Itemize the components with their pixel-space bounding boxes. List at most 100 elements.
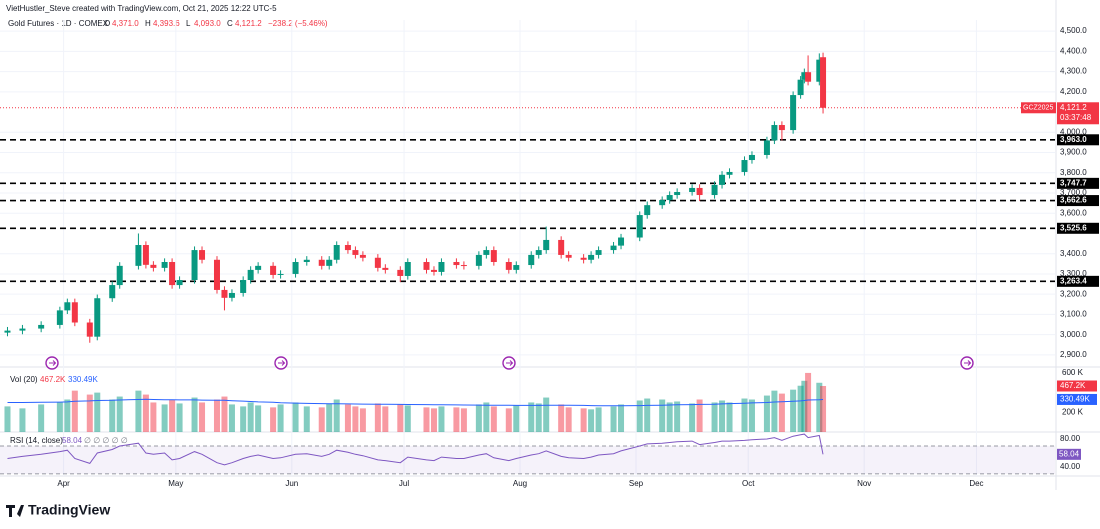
logo: TradingView bbox=[6, 502, 110, 518]
event-icon[interactable] bbox=[502, 356, 516, 370]
volume-ma-box bbox=[1057, 393, 1097, 405]
y-tick-label: 3,700.0 bbox=[1060, 188, 1087, 197]
volume-bar bbox=[689, 403, 696, 432]
rsi-tick-label: 40.00 bbox=[1060, 462, 1081, 471]
volume-last-axis: 467.2K bbox=[1060, 381, 1086, 390]
level-label-box bbox=[1057, 134, 1099, 146]
volume-bar bbox=[255, 405, 262, 432]
candle-body bbox=[191, 250, 198, 281]
candle-body bbox=[674, 191, 681, 196]
candle-body bbox=[595, 250, 602, 255]
price-label: 4,121.2 bbox=[1060, 103, 1087, 112]
candle-body bbox=[109, 285, 116, 299]
volume-ma-axis: 330.49K bbox=[1060, 395, 1090, 404]
volume-last-box bbox=[1057, 380, 1097, 392]
candle-body bbox=[333, 245, 340, 260]
volume-bar bbox=[805, 372, 812, 432]
candle-body bbox=[659, 200, 666, 206]
y-tick-label: 3,800.0 bbox=[1060, 168, 1087, 177]
level-label: 3,662.6 bbox=[1060, 196, 1087, 205]
candle-body bbox=[213, 259, 220, 290]
volume-bar bbox=[535, 403, 542, 432]
volume-bar bbox=[4, 406, 11, 432]
candle-body bbox=[580, 257, 587, 260]
candle-body bbox=[644, 205, 651, 216]
y-tick-label: 3,400.0 bbox=[1060, 249, 1087, 258]
x-tick-label: Jun bbox=[285, 479, 298, 488]
volume-bar bbox=[326, 403, 333, 432]
volume-bar bbox=[382, 406, 389, 432]
volume-bar bbox=[820, 385, 827, 432]
candle-body bbox=[135, 245, 142, 266]
candle-body bbox=[38, 324, 45, 329]
candle-body bbox=[636, 215, 643, 238]
candle-body bbox=[150, 264, 157, 268]
event-icon[interactable] bbox=[960, 356, 974, 370]
candle-body bbox=[748, 154, 755, 161]
volume-bar bbox=[741, 398, 748, 432]
candle-body bbox=[240, 280, 247, 293]
volume-bar bbox=[169, 399, 176, 432]
volume-bar bbox=[240, 406, 247, 432]
candle-body bbox=[176, 280, 183, 286]
volume-bar bbox=[423, 407, 430, 432]
candle-body bbox=[588, 254, 595, 260]
ohlc-key: C bbox=[227, 19, 233, 28]
candle-body bbox=[277, 273, 284, 275]
volume-bar bbox=[460, 408, 467, 432]
y-tick-label: 4,500.0 bbox=[1060, 26, 1087, 35]
candle-body bbox=[816, 59, 823, 82]
candle-body bbox=[610, 245, 617, 251]
y-tick-label: 4,400.0 bbox=[1060, 46, 1087, 55]
volume-bar bbox=[430, 408, 437, 432]
volume-bar bbox=[277, 404, 284, 432]
attribution: VietHustler_Steve created with TradingVi… bbox=[6, 4, 277, 13]
candle-body bbox=[359, 254, 366, 258]
logo-text: TradingView bbox=[28, 502, 110, 518]
candle-body bbox=[505, 262, 512, 270]
volume-bar bbox=[86, 394, 93, 432]
y-tick-label: 3,100.0 bbox=[1060, 310, 1087, 319]
rsi-last-axis: 58.04 bbox=[1059, 449, 1080, 458]
candle-body bbox=[247, 269, 254, 281]
volume-bar bbox=[771, 390, 778, 432]
candle-body bbox=[71, 302, 78, 323]
volume-bar bbox=[453, 407, 460, 432]
candle-body bbox=[255, 265, 262, 270]
volume-bar bbox=[150, 402, 157, 432]
event-icon[interactable] bbox=[274, 356, 288, 370]
level-label-box bbox=[1057, 222, 1099, 234]
candle-body bbox=[666, 195, 673, 201]
volume-bar bbox=[666, 402, 673, 432]
volume-bar bbox=[558, 404, 565, 432]
volume-bar bbox=[778, 393, 785, 432]
x-tick-label: Sep bbox=[629, 479, 644, 488]
volume-bar bbox=[109, 399, 116, 432]
volume-bar bbox=[135, 390, 142, 432]
ohlc-key: O bbox=[104, 19, 110, 28]
x-tick-label: Dec bbox=[969, 479, 983, 488]
y-tick-label: 4,000.0 bbox=[1060, 127, 1087, 136]
candle-body bbox=[382, 267, 389, 270]
candle-body bbox=[719, 174, 726, 185]
candle-body bbox=[475, 254, 482, 266]
volume-bar bbox=[748, 399, 755, 432]
candle-body bbox=[374, 257, 381, 268]
x-tick-label: Apr bbox=[57, 479, 70, 488]
volume-bar bbox=[659, 399, 666, 432]
candle-body bbox=[513, 265, 520, 270]
candle-body bbox=[438, 262, 445, 272]
volume-bar bbox=[303, 406, 310, 432]
event-icon[interactable] bbox=[45, 356, 59, 370]
ohlc-value: 4,093.0 bbox=[194, 19, 221, 28]
volume-bar bbox=[726, 402, 733, 432]
candle-body bbox=[94, 298, 101, 337]
volume-ma-value: 330.49K bbox=[68, 375, 98, 384]
candle-body bbox=[270, 265, 277, 275]
countdown-label: 03:37:48 bbox=[1060, 113, 1092, 122]
rsi-band-fill bbox=[0, 445, 1055, 474]
candle-body bbox=[453, 262, 460, 266]
candle-body bbox=[805, 72, 812, 82]
